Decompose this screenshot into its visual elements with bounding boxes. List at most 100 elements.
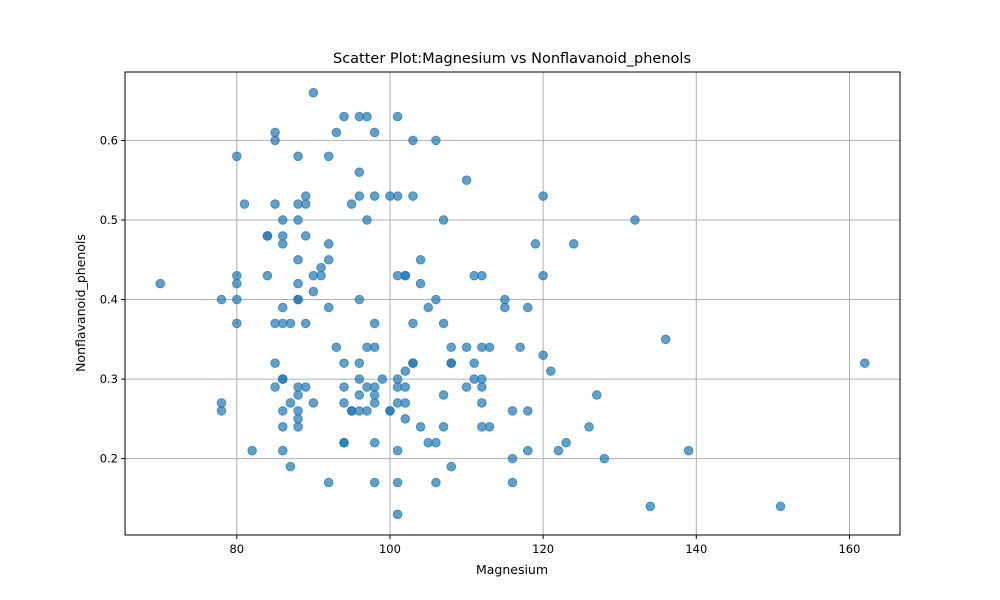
data-point <box>277 239 288 249</box>
data-point <box>300 191 311 201</box>
data-point <box>461 342 472 353</box>
data-point <box>369 390 380 400</box>
data-point <box>400 382 411 392</box>
data-point <box>438 318 449 329</box>
data-point <box>484 422 495 432</box>
data-point <box>408 191 418 201</box>
data-point <box>239 199 250 209</box>
data-point <box>400 366 411 376</box>
data-point <box>415 422 426 432</box>
data-point <box>232 278 242 289</box>
data-point <box>354 191 365 201</box>
y-tick-label: 0.3 <box>100 372 118 386</box>
data-point <box>354 374 365 384</box>
x-tick-label: 80 <box>229 542 244 556</box>
data-point <box>277 302 288 313</box>
data-point <box>369 477 380 488</box>
data-point <box>431 437 441 448</box>
data-point <box>683 445 694 456</box>
data-point <box>392 111 403 122</box>
data-point <box>277 422 288 432</box>
data-point <box>293 254 303 265</box>
data-point <box>507 477 518 488</box>
data-point <box>293 151 303 162</box>
data-point <box>377 374 388 384</box>
data-point <box>438 215 449 225</box>
data-point <box>308 87 319 98</box>
data-point <box>446 358 457 368</box>
data-point <box>392 445 403 456</box>
data-point <box>408 318 418 329</box>
data-point <box>392 191 403 201</box>
data-point <box>584 422 594 432</box>
data-point <box>362 111 372 122</box>
data-point <box>277 215 288 225</box>
data-point <box>477 398 487 408</box>
x-tick-label: 160 <box>838 542 860 556</box>
x-tick-label: 100 <box>379 542 401 556</box>
data-point <box>293 294 303 305</box>
data-point <box>431 477 441 488</box>
y-axis-label: Nonflavanoid_phenols <box>73 234 88 372</box>
data-point <box>216 398 227 408</box>
data-point <box>369 437 380 448</box>
data-point <box>477 270 487 281</box>
data-point <box>400 398 411 408</box>
data-point <box>545 366 556 376</box>
data-point <box>461 175 472 185</box>
data-point <box>339 382 349 392</box>
data-point <box>354 358 365 368</box>
data-point <box>369 342 380 353</box>
data-point <box>293 422 303 432</box>
data-point <box>308 398 319 408</box>
data-point <box>300 199 311 209</box>
data-point <box>645 501 656 512</box>
data-point <box>392 509 403 520</box>
data-point <box>293 406 303 416</box>
data-point <box>500 302 510 313</box>
y-axis: 0.2 0.3 0.4 0.5 0.6 <box>100 133 125 466</box>
data-point <box>247 445 257 456</box>
data-point <box>775 501 786 512</box>
data-point <box>339 111 349 122</box>
data-point <box>331 127 342 138</box>
data-point <box>323 477 334 488</box>
data-point <box>277 231 288 241</box>
data-point <box>400 270 411 281</box>
data-point <box>262 270 273 281</box>
data-point <box>285 318 296 329</box>
data-point <box>339 437 349 448</box>
data-point <box>507 453 518 464</box>
y-tick-label: 0.4 <box>100 293 118 307</box>
data-point <box>300 231 311 241</box>
y-tick-label: 0.6 <box>100 133 118 147</box>
data-point <box>369 382 380 392</box>
data-points <box>155 87 870 520</box>
data-point <box>431 135 441 146</box>
data-point <box>591 390 602 400</box>
data-point <box>515 342 525 353</box>
data-point <box>270 127 280 138</box>
data-point <box>232 151 242 162</box>
data-point <box>553 445 564 456</box>
y-tick-label: 0.5 <box>100 213 118 227</box>
data-point <box>270 382 280 392</box>
data-point <box>660 334 671 345</box>
data-point <box>385 406 395 416</box>
data-point <box>285 461 296 472</box>
data-point <box>293 414 303 424</box>
data-point <box>300 382 311 392</box>
data-point <box>362 406 372 416</box>
data-point <box>392 477 403 488</box>
data-point <box>308 286 319 297</box>
data-point <box>216 294 227 305</box>
data-point <box>538 350 548 361</box>
data-point <box>293 278 303 289</box>
data-point <box>438 390 449 400</box>
data-point <box>461 382 472 392</box>
data-point <box>369 191 380 201</box>
data-point <box>277 445 288 456</box>
data-point <box>362 215 372 225</box>
data-point <box>270 199 280 209</box>
